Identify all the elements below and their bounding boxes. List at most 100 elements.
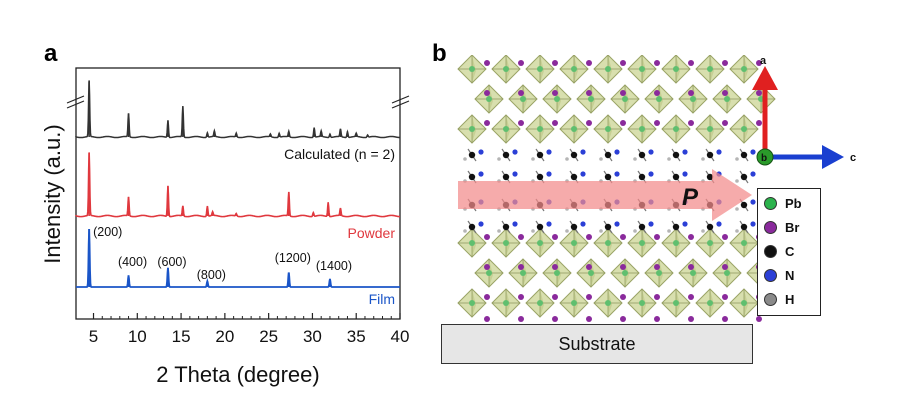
pbbr-octahedron: [491, 55, 521, 84]
trace-label-powder: Powder: [348, 225, 396, 241]
pbbr-octahedron: [559, 114, 589, 144]
n-atom: [580, 171, 586, 177]
br-atom: [586, 316, 592, 322]
pbbr-octahedron: [729, 288, 759, 318]
peak-annotation: (600): [157, 255, 186, 269]
pbbr-octahedron: [576, 258, 606, 288]
br-atom: [552, 264, 558, 270]
legend-item-h: H: [764, 291, 794, 307]
br-atom: [654, 264, 660, 270]
legend-item-pb: Pb: [764, 195, 802, 211]
x-tick-label: 15: [172, 327, 191, 346]
pbbr-octahedron: [593, 228, 623, 258]
series-line: [75, 80, 401, 139]
n-atom: [682, 149, 688, 155]
substrate-label: Substrate: [558, 333, 636, 354]
n-atom: [750, 149, 756, 155]
substrate-block: Substrate: [441, 324, 753, 364]
br-atom: [552, 120, 558, 126]
n-atom: [716, 221, 722, 227]
n-atom: [648, 221, 654, 227]
br-atom: [518, 294, 524, 300]
c-atom: [468, 151, 476, 159]
n-atom: [648, 171, 654, 177]
br-atom: [484, 234, 490, 240]
c-atom: [740, 151, 748, 159]
br-atom: [620, 60, 626, 66]
h-atom: [735, 179, 739, 183]
axis-c-label: c: [850, 152, 856, 164]
br-atom: [518, 234, 524, 240]
br-atom: [654, 90, 660, 96]
pbbr-octahedron: [644, 84, 674, 114]
series-line: [75, 152, 401, 218]
pbbr-octahedron: [661, 228, 691, 258]
br-atom: [722, 120, 728, 126]
br-atom: [484, 316, 490, 322]
polarization-arrow: [458, 169, 752, 221]
pbbr-octahedron: [627, 228, 657, 258]
br-atom: [586, 120, 592, 126]
br-atom: [484, 120, 490, 126]
axis-break-mark: [66, 95, 410, 109]
pbbr-octahedron: [474, 258, 504, 288]
n-atom: [546, 171, 552, 177]
x-tick-label: 30: [303, 327, 322, 346]
n-atom-icon: [764, 268, 777, 282]
br-atom: [586, 234, 592, 240]
x-axis-label: 2 Theta (degree): [156, 362, 319, 387]
legend-item-n: N: [764, 267, 794, 283]
n-atom: [614, 171, 620, 177]
n-atom: [750, 171, 756, 177]
br-atom: [722, 316, 728, 322]
br-atom: [518, 316, 524, 322]
pbbr-octahedron: [542, 84, 572, 114]
pbbr-octahedron: [542, 258, 572, 288]
br-atom: [552, 60, 558, 66]
br-atom: [552, 294, 558, 300]
n-atom: [750, 221, 756, 227]
h-atom: [599, 229, 603, 233]
pbbr-octahedron: [695, 288, 725, 318]
pbbr-octahedron: [695, 114, 725, 144]
c-atom: [570, 173, 578, 181]
br-atom: [586, 294, 592, 300]
h-atom: [633, 157, 637, 161]
br-atom: [518, 120, 524, 126]
br-atom: [722, 294, 728, 300]
peak-annotation: (400): [118, 255, 147, 269]
h-atom: [701, 229, 705, 233]
c-atom: [468, 223, 476, 231]
h-atom: [667, 229, 671, 233]
br-atom: [484, 60, 490, 66]
pbbr-octahedron: [593, 55, 623, 84]
n-atom: [512, 221, 518, 227]
c-atom: [706, 223, 714, 231]
pbbr-octahedron: [729, 228, 759, 258]
c-atom: [502, 151, 510, 159]
c-atom: [502, 173, 510, 181]
x-tick-label: 5: [89, 327, 98, 346]
c-atom: [536, 223, 544, 231]
c-atom: [706, 151, 714, 159]
pbbr-octahedron: [695, 55, 725, 84]
legend-label: H: [785, 291, 795, 307]
c-atom: [604, 173, 612, 181]
pbbr-octahedron: [525, 55, 555, 84]
br-atom: [518, 264, 524, 270]
peak-annotation: (200): [93, 225, 122, 239]
br-atom: [552, 316, 558, 322]
series-line: [76, 228, 400, 288]
c-atom: [604, 151, 612, 159]
c-atom: [740, 201, 748, 209]
x-tick-label: 25: [259, 327, 278, 346]
pbbr-octahedron: [525, 288, 555, 318]
br-atom: [484, 90, 490, 96]
c-atom: [672, 223, 680, 231]
peak-annotation: (800): [197, 268, 226, 282]
br-atom: [586, 90, 592, 96]
pbbr-octahedron: [474, 84, 504, 114]
n-atom: [580, 221, 586, 227]
c-atom: [604, 223, 612, 231]
c-atom: [638, 223, 646, 231]
